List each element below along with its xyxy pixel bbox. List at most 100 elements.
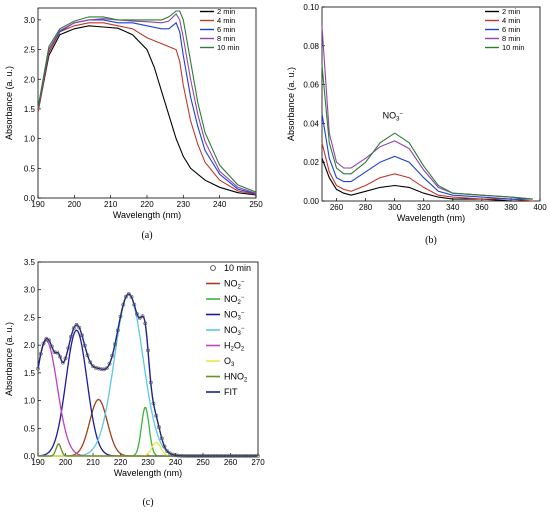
data-point <box>217 454 222 458</box>
x-tick-label: 220 <box>114 458 128 467</box>
component-curve-5 <box>38 441 257 457</box>
y-tick-label: 2.0 <box>24 75 36 84</box>
legend-entry: 8 min <box>217 34 235 43</box>
panel-label: (b) <box>425 235 437 246</box>
y-axis-label: Absorbance (a. u.) <box>286 67 296 141</box>
data-point <box>242 454 247 458</box>
legend-entry: 4 min <box>502 16 520 25</box>
data-point <box>170 452 175 457</box>
y-tick-label: 2.5 <box>24 46 36 55</box>
x-tick-label: 380 <box>504 203 518 212</box>
data-point <box>41 341 46 346</box>
legend-entry: 4 min <box>217 16 235 25</box>
data-point <box>201 454 205 458</box>
data-point <box>247 454 252 458</box>
y-tick-label: 1.0 <box>24 135 36 144</box>
legend-entry: 2 min <box>217 7 235 16</box>
y-tick-label: 3.0 <box>24 16 36 25</box>
x-tick-label: 230 <box>177 200 191 209</box>
data-point <box>132 302 137 307</box>
data-point <box>143 321 148 326</box>
data-point <box>124 294 128 299</box>
data-point <box>80 333 84 338</box>
data-point <box>77 325 82 330</box>
data-point <box>192 454 197 458</box>
x-tick-label: 270 <box>251 458 265 467</box>
legend-entry: NO2− <box>224 294 245 306</box>
data-point <box>47 338 51 343</box>
data-point <box>36 366 40 371</box>
x-tick-label: 190 <box>31 200 45 209</box>
data-point <box>195 454 200 458</box>
data-point <box>137 316 142 320</box>
y-tick-label: 0.5 <box>24 424 36 433</box>
y-tick-label: 2.5 <box>24 313 36 322</box>
series-line-10-min <box>37 10 257 193</box>
legend-entry: 6 min <box>217 25 235 34</box>
data-point <box>176 453 181 458</box>
data-point <box>179 453 183 458</box>
chart-b: 260 280 300 320 340 360 380 400 0.00 0.02 0.04 0.06… <box>286 3 547 246</box>
series-line-8-min <box>321 26 533 200</box>
y-tick-label: 0.06 <box>303 81 319 90</box>
x-tick-label: 200 <box>68 200 82 209</box>
x-tick-label: 210 <box>86 458 100 467</box>
data-point <box>121 302 126 307</box>
series-line-4-min <box>321 142 533 202</box>
data-point <box>173 453 178 458</box>
panel-label: (a) <box>141 230 152 241</box>
legend-entry: FIT <box>224 387 238 397</box>
y-tick-label: 0.0 <box>24 452 36 461</box>
data-point <box>55 350 60 355</box>
chart-a: 190 200 210 220 230 240 250 0.0 0.5 1.0 1.5 2.0 2.5 3… <box>4 7 263 241</box>
data-point <box>162 444 167 449</box>
data-point <box>63 356 68 361</box>
x-tick-label: 280 <box>359 203 373 212</box>
series-line-2-min <box>37 25 257 196</box>
data-point <box>82 343 87 348</box>
data-point <box>256 454 260 458</box>
legend-entry: 10 min <box>502 43 525 52</box>
data-point <box>159 436 164 441</box>
series-line-4-min <box>37 22 257 195</box>
data-point <box>91 364 95 369</box>
data-point <box>93 365 98 370</box>
legend-entry: 10 min <box>224 263 251 273</box>
y-tick-label: 1.5 <box>24 105 36 114</box>
legend-entry: 10 min <box>217 43 240 52</box>
data-point <box>129 295 134 299</box>
data-point <box>184 454 189 458</box>
data-point <box>209 454 214 458</box>
data-point <box>239 454 244 458</box>
x-tick-label: 200 <box>59 458 73 467</box>
data-point <box>212 454 216 458</box>
x-axis-label: Wavelength (nm) <box>113 210 181 220</box>
data-point <box>58 354 62 359</box>
legend-entry: NO3− <box>224 310 245 322</box>
y-axis-label: Absorbance (a. u.) <box>4 322 14 396</box>
x-tick-label: 360 <box>475 203 489 212</box>
y-tick-label: 0.02 <box>303 158 319 167</box>
panel-label: (c) <box>142 497 153 508</box>
component-curve-1 <box>38 407 257 457</box>
annotation-no3: NO3− <box>383 111 404 123</box>
data-point <box>96 366 101 371</box>
legend-entry: HNO2 <box>224 372 248 384</box>
legend-entry: H2O2 <box>224 341 245 353</box>
data-point <box>52 350 57 355</box>
x-tick-label: 260 <box>224 458 238 467</box>
y-tick-label: 0.5 <box>24 164 36 173</box>
data-point <box>148 380 153 385</box>
data-point <box>154 413 159 418</box>
y-tick-label: 1.0 <box>24 397 36 406</box>
x-tick-label: 340 <box>446 203 460 212</box>
legend-entry: NO3− <box>224 325 245 337</box>
plot-frame <box>321 6 541 202</box>
x-tick-label: 320 <box>417 203 431 212</box>
y-axis-label: Absorbance (a. u.) <box>4 66 14 140</box>
x-tick-label: 210 <box>104 200 118 209</box>
data-point <box>146 348 150 353</box>
data-point <box>181 453 186 458</box>
y-tick-label: 0.08 <box>303 42 319 51</box>
data-point <box>74 322 79 327</box>
